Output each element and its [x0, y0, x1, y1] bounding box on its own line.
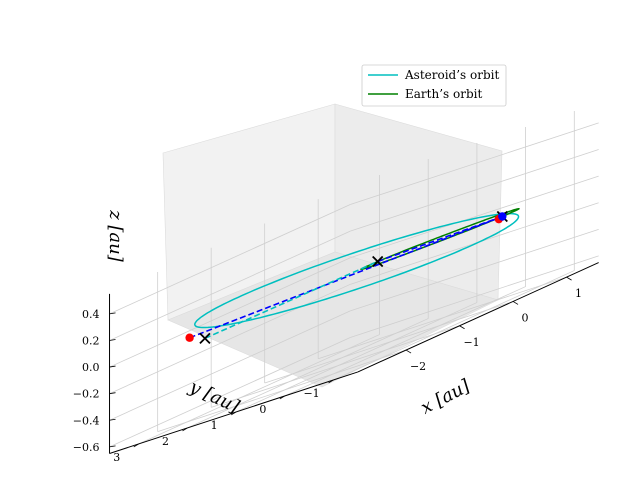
- x-axis-line: [357, 262, 599, 373]
- y-axis-title: y [au]: [185, 376, 243, 418]
- z-tick-mark: [109, 312, 116, 315]
- grid-line-y-floor: [138, 334, 380, 445]
- x-tick-label: 1: [575, 287, 582, 300]
- y-tick-mark: [279, 395, 286, 400]
- legend-asteroid-label: Asteroid’s orbit: [404, 68, 499, 82]
- marker-layer: [185, 210, 508, 344]
- grid-line-z-left: [109, 310, 351, 421]
- grid-line-z-left: [109, 204, 351, 315]
- z-tick-label: 0.4: [82, 308, 100, 321]
- z-tick-mark: [109, 392, 116, 395]
- z-tick-label: 0.0: [82, 361, 100, 374]
- dot-marker: [185, 333, 194, 342]
- z-tick-label: 0.2: [82, 334, 100, 347]
- grid-line-z-right: [350, 149, 599, 232]
- y-tick-mark: [230, 411, 237, 416]
- z-axis-title: z [au]: [105, 209, 126, 263]
- x-axis-ticks: −2 −1 0 1: [405, 276, 582, 373]
- grid-line-z-left: [109, 257, 351, 368]
- grid-lines: [109, 110, 599, 448]
- dot-marker: [498, 212, 507, 221]
- grid-line-y-floor: [187, 318, 429, 429]
- z-tick-label: −0.2: [73, 388, 100, 401]
- x-tick-mark: [459, 325, 465, 330]
- x-marker: [372, 255, 384, 268]
- x-tick-label: −1: [463, 336, 479, 349]
- grid-line-z-right: [350, 122, 599, 205]
- grid-line-z-right: [350, 228, 599, 312]
- y-axis-line: [109, 371, 359, 454]
- legend-earth-label: Earth’s orbit: [405, 87, 482, 101]
- legend: Asteroid’s orbit Earth’s orbit: [361, 64, 507, 107]
- y-tick-mark: [328, 379, 334, 384]
- asteroid-orbit-line: [194, 212, 520, 329]
- grid-line-z-left: [109, 230, 351, 341]
- x-tick-mark: [405, 349, 412, 354]
- x-tick-mark: [512, 301, 519, 305]
- z-tick-label: −0.6: [73, 441, 100, 454]
- y-tick-label: 2: [162, 435, 169, 448]
- z-tick-mark: [109, 365, 116, 368]
- grid-line-y-floor: [284, 286, 526, 397]
- transfer-line: [189, 215, 503, 339]
- x-tick-label: −2: [410, 360, 426, 373]
- transfer-line: [204, 260, 379, 340]
- z-tick-label: −0.4: [73, 414, 100, 427]
- transfer-line: [377, 215, 503, 263]
- y-tick-label: 0: [259, 403, 266, 416]
- series-layer: [189, 207, 520, 340]
- x-tick-mark: [566, 276, 572, 281]
- y-tick-label: 3: [113, 451, 120, 464]
- y-tick-mark: [133, 443, 139, 448]
- grid-line-z-right: [350, 255, 599, 338]
- z-tick-mark: [109, 445, 116, 448]
- x-tick-label: 0: [522, 311, 529, 324]
- grid-line-z-left: [109, 283, 351, 395]
- grid-line-z-right: [350, 175, 599, 259]
- y-axis-ticks: −1 0 1 2 3: [113, 379, 334, 464]
- x-marker-stroke: [199, 332, 211, 344]
- x-marker-stroke: [372, 255, 384, 268]
- z-tick-mark: [109, 418, 116, 421]
- z-axis-ticks: −0.6 −0.4 −0.2 0.0 0.2 0.4: [73, 308, 116, 454]
- grid-line-y-floor: [333, 270, 575, 381]
- grid-line-z-left: [109, 337, 351, 448]
- x-marker: [199, 332, 211, 344]
- x-axis-title: x [au]: [417, 375, 474, 419]
- y-tick-label: 1: [211, 419, 218, 432]
- z-tick-mark: [109, 339, 116, 341]
- y-tick-mark: [182, 427, 188, 432]
- axis-lines: [109, 262, 599, 454]
- y-tick-label: −1: [303, 387, 319, 400]
- grid-line-y-floor: [235, 302, 478, 413]
